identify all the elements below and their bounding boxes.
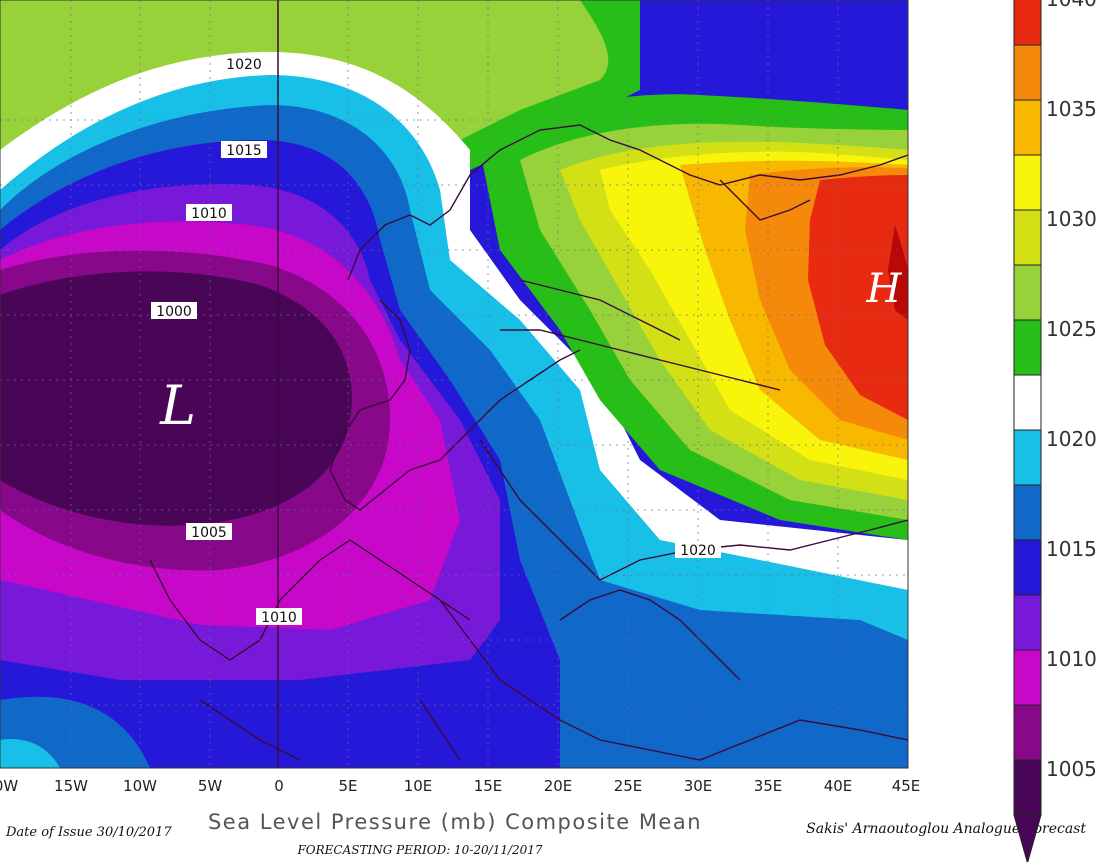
- grid-lines: [0, 0, 908, 768]
- contour-label: 1020: [226, 57, 262, 73]
- legend-tick: 1015: [1046, 537, 1097, 561]
- legend-swatch: [1013, 0, 1042, 46]
- legend-swatch: [1013, 264, 1042, 321]
- forecast-period: FORECASTING PERIOD: 10-20/11/2017: [296, 843, 542, 857]
- contour-label: 1010: [191, 206, 227, 222]
- legend-swatch: [1013, 484, 1042, 541]
- x-axis: 0W 15W 10W 5W 0 5E 10E 15E 20E 25E 30E 3…: [0, 777, 920, 795]
- legend-arrow: [1013, 814, 1042, 862]
- legend-swatch: [1013, 429, 1042, 486]
- issue-date: Date of Issue 30/10/2017: [5, 825, 172, 840]
- legend-colorbar: [1013, 0, 1042, 862]
- contour-labels: 1020 1015 1010 1000 1005 1010 1020: [151, 55, 721, 626]
- x-tick: 0W: [0, 777, 18, 795]
- contour-label: 1015: [226, 143, 262, 159]
- high-pressure-marker: H: [866, 266, 903, 312]
- x-tick: 45E: [892, 777, 921, 795]
- band-red-e: [808, 175, 908, 420]
- credit-text: Sakis' Arnaoutoglou Analogue Forecast: [806, 821, 1086, 837]
- legend-swatch: [1013, 209, 1042, 266]
- legend-swatch: [1013, 319, 1042, 376]
- legend-swatch: [1013, 704, 1042, 761]
- x-tick: 15E: [474, 777, 503, 795]
- legend-swatch: [1013, 594, 1042, 651]
- legend-tick: 1025: [1046, 317, 1097, 341]
- map-field: 1020 1015 1010 1000 1005 1010 1020 L H: [0, 0, 908, 768]
- x-tick: 0: [274, 777, 284, 795]
- x-tick: 5E: [338, 777, 357, 795]
- x-tick: 40E: [824, 777, 853, 795]
- contour-label: 1000: [156, 304, 192, 320]
- legend-tick: 1010: [1046, 647, 1097, 671]
- band-cyan-south: [0, 739, 60, 768]
- legend-swatch: [1013, 44, 1042, 101]
- map-frame: [0, 0, 909, 769]
- legend-swatch: [1013, 99, 1042, 156]
- band-dark-low: [0, 271, 352, 526]
- x-tick: 35E: [754, 777, 783, 795]
- x-tick: 30E: [684, 777, 713, 795]
- x-tick: 20E: [544, 777, 573, 795]
- legend-swatch: [1013, 759, 1042, 816]
- contour-label: 1005: [191, 525, 227, 541]
- contour-label: 1020: [680, 543, 716, 559]
- x-tick: 5W: [198, 777, 223, 795]
- legend-swatch: [1013, 649, 1042, 706]
- x-tick: 15W: [54, 777, 88, 795]
- land-borders: [149, 124, 908, 761]
- contour-label: 1010: [261, 610, 297, 626]
- legend-swatch: [1013, 154, 1042, 211]
- low-pressure-marker: L: [159, 374, 196, 437]
- legend-tick: 1005: [1046, 757, 1097, 781]
- legend-tick: 1030: [1046, 207, 1097, 231]
- legend-tick: 1020: [1046, 427, 1097, 451]
- legend-tick: 1035: [1046, 97, 1097, 121]
- map-title: Sea Level Pressure (mb) Composite Mean: [208, 810, 702, 834]
- x-tick: 25E: [614, 777, 643, 795]
- band-darkred-e: [888, 225, 908, 320]
- legend-swatch: [1013, 374, 1042, 431]
- x-tick: 10W: [123, 777, 157, 795]
- legend-tick: 1040: [1046, 0, 1097, 11]
- legend-swatch: [1013, 539, 1042, 596]
- x-tick: 10E: [404, 777, 433, 795]
- legend-ticks: 1040 1035 1030 1025 1020 1015 1010 1005: [1046, 0, 1097, 781]
